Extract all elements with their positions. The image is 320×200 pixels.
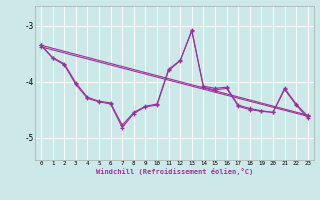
X-axis label: Windchill (Refroidissement éolien,°C): Windchill (Refroidissement éolien,°C)	[96, 168, 253, 175]
